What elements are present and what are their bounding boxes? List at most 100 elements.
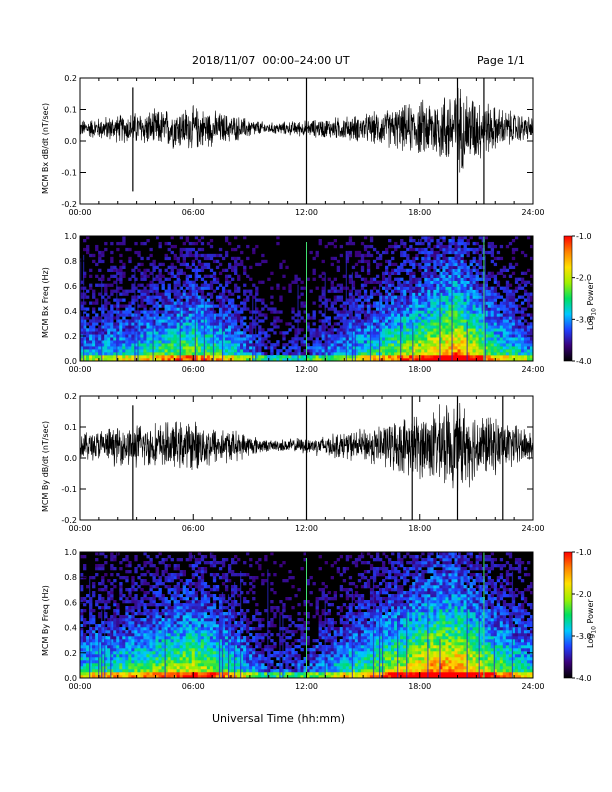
spectrogram-cell xyxy=(321,301,325,305)
spectrogram-cell xyxy=(484,310,488,314)
spectrogram-cell xyxy=(158,358,162,362)
spectrogram-cell xyxy=(161,334,165,338)
page-header: 2018/11/07 00:00–24:00 UT Page 1/1 xyxy=(0,0,612,70)
spectrogram-cell xyxy=(270,322,274,326)
spectrogram-cell xyxy=(463,289,467,293)
spectrogram-cell xyxy=(451,313,455,317)
spectrogram-cell xyxy=(143,672,147,676)
spectrogram-cell xyxy=(345,355,350,359)
spectrogram-cell xyxy=(137,624,141,628)
spectrogram-cell xyxy=(194,250,199,255)
spectrogram-cell xyxy=(206,241,211,246)
spectrogram-cell xyxy=(215,280,220,284)
spectrogram-cell xyxy=(167,304,171,308)
spectrogram-cell xyxy=(487,292,492,296)
spectrogram-cell xyxy=(457,301,461,305)
spectrogram-cell xyxy=(191,319,196,323)
spectrogram-cell xyxy=(249,358,253,362)
spectrogram-cell xyxy=(382,310,386,314)
spectrogram-cell xyxy=(424,298,428,302)
spectrogram-cell xyxy=(107,301,111,305)
spectrogram-cell xyxy=(104,298,108,302)
spectrogram-cell xyxy=(119,618,123,622)
spectrogram-cell xyxy=(394,247,398,252)
spectrogram-cell xyxy=(143,349,147,353)
spectrogram-cell xyxy=(104,355,108,359)
spectrogram-cell xyxy=(116,322,120,326)
spectrogram-cell xyxy=(469,289,473,293)
spectrogram-cell xyxy=(442,277,446,281)
spectrogram-cell xyxy=(418,283,422,287)
spectrogram-cell xyxy=(394,262,398,267)
spectrogram-streak xyxy=(412,322,414,361)
spectrogram-cell xyxy=(412,277,416,281)
spectrogram-cell xyxy=(224,274,229,278)
spectrogram-cell xyxy=(188,328,193,332)
spectrogram-cell xyxy=(140,331,144,335)
spectrogram-cell xyxy=(397,265,401,270)
spectrogram-cell xyxy=(143,325,147,329)
spectrogram-cell xyxy=(110,555,114,559)
spectrogram-cell xyxy=(146,319,150,323)
spectrogram-cell xyxy=(469,307,473,311)
spectrogram-cell xyxy=(155,274,159,278)
spectrogram-cell xyxy=(92,325,96,329)
spectrogram-cell xyxy=(134,612,138,616)
spectrogram-cell xyxy=(107,657,111,661)
spectrogram-cell xyxy=(357,340,362,344)
spectrogram-cell xyxy=(92,669,96,673)
spectrogram-cell xyxy=(146,570,150,574)
spectrogram-cell xyxy=(152,642,156,646)
spectrogram-cell xyxy=(143,624,147,628)
spectrogram-cell xyxy=(234,271,238,275)
spectrogram-cell xyxy=(439,352,443,356)
spectrogram-cell xyxy=(276,319,280,323)
spectrogram-cell xyxy=(303,304,307,308)
spectrogram-cell xyxy=(333,298,337,302)
spectrogram-cell xyxy=(360,265,365,270)
spectrogram-cell xyxy=(86,636,90,640)
spectrogram-streak xyxy=(369,303,372,361)
spectrogram-cell xyxy=(203,307,208,311)
spectrogram-cell xyxy=(466,277,470,281)
spectrogram-cell xyxy=(445,247,449,252)
spectrogram-cell xyxy=(143,645,147,649)
spectrogram-cell xyxy=(161,280,165,284)
spectrogram-cell xyxy=(227,280,232,284)
spectrogram-cell xyxy=(339,349,344,353)
spectrogram-cell xyxy=(321,343,325,347)
spectrogram-cell xyxy=(375,319,380,323)
spectrogram-cell xyxy=(116,624,120,628)
spectrogram-cell xyxy=(475,337,479,341)
spectrogram-cell xyxy=(240,310,244,314)
spectrogram-cell xyxy=(137,618,141,622)
spectrogram-cell xyxy=(191,346,196,350)
spectrogram-cell xyxy=(173,304,177,308)
spectrogram-cell xyxy=(155,319,159,323)
spectrogram-cell xyxy=(388,343,392,347)
spectrogram-cell xyxy=(125,310,129,314)
spectrogram-cell xyxy=(366,334,371,338)
spectrogram-cell xyxy=(469,310,473,314)
spectrogram-cell xyxy=(448,325,452,329)
spectrogram-cell xyxy=(215,286,220,290)
spectrogram-cell xyxy=(270,307,274,311)
spectrogram-cell xyxy=(95,355,99,359)
spectrogram-cell xyxy=(439,322,443,326)
spectrogram-cell xyxy=(137,576,141,580)
spectrogram-cell xyxy=(209,313,214,317)
spectrogram-cell xyxy=(354,343,359,347)
spectrogram-cell xyxy=(98,346,102,350)
spectrogram-cell xyxy=(119,358,123,362)
spectrogram-cell xyxy=(203,283,208,287)
spectrogram-cell xyxy=(231,265,235,270)
spectrogram-cell xyxy=(185,319,190,323)
spectrogram-cell xyxy=(243,346,247,350)
spectrogram-cell xyxy=(83,271,87,275)
spectrogram-cell xyxy=(294,355,298,359)
spectrogram-cell xyxy=(348,298,353,302)
spectrogram-cell xyxy=(451,334,455,338)
spectrogram-cell xyxy=(137,660,141,664)
spectrogram-cell xyxy=(421,295,425,299)
spectrogram-cell xyxy=(261,331,265,335)
